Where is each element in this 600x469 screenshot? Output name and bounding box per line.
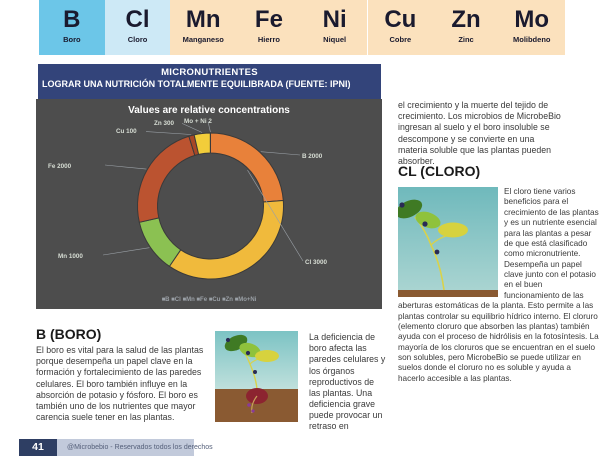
svg-text:Cl 3000: Cl 3000 [305,259,328,266]
svg-text:Cu 100: Cu 100 [116,128,137,135]
svg-text:Zn 300: Zn 300 [154,120,174,127]
svg-text:Mo + Ni 2: Mo + Ni 2 [184,118,212,125]
svg-text:B 2000: B 2000 [302,153,323,160]
svg-text:Mn 1000: Mn 1000 [58,253,83,260]
svg-text:Fe 2000: Fe 2000 [48,163,72,170]
